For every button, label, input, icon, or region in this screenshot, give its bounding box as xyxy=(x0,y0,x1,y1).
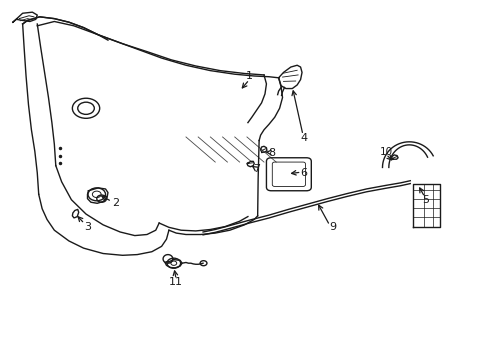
Text: 1: 1 xyxy=(245,71,252,81)
Text: 7: 7 xyxy=(253,164,260,174)
Text: 2: 2 xyxy=(111,198,119,208)
Text: 11: 11 xyxy=(169,277,183,287)
Text: 8: 8 xyxy=(268,148,275,158)
Text: 9: 9 xyxy=(329,222,336,232)
Text: 4: 4 xyxy=(300,133,307,143)
Text: 10: 10 xyxy=(379,147,392,157)
Text: 5: 5 xyxy=(422,195,428,205)
Text: 6: 6 xyxy=(300,168,307,178)
Text: 3: 3 xyxy=(84,222,91,231)
